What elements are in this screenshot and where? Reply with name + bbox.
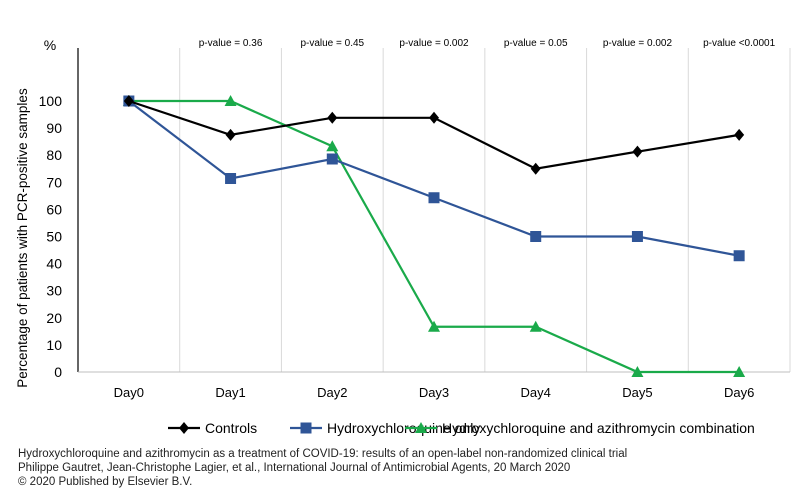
data-point-triangle <box>428 320 440 332</box>
data-point-diamond <box>632 145 643 158</box>
data-point-square <box>326 153 338 165</box>
data-point-square <box>428 192 440 204</box>
caption-authors: Philippe Gautret, Jean-Christophe Lagier… <box>18 462 571 474</box>
data-point-square <box>631 231 643 242</box>
y-tick-label: 20 <box>46 310 62 326</box>
data-point-square <box>530 231 542 242</box>
y-unit-label: % <box>44 37 56 53</box>
data-point-diamond <box>225 128 236 141</box>
legend-marker-square <box>300 422 312 434</box>
y-tick-label: 10 <box>46 337 62 353</box>
y-tick-label: 90 <box>46 120 62 136</box>
data-point-square <box>733 250 745 262</box>
data-point-diamond <box>327 111 338 124</box>
data-point-diamond <box>429 111 439 124</box>
data-point-diamond <box>123 95 134 107</box>
data-point-triangle <box>326 140 339 152</box>
legend-label: Hydroxychloroquine and azithromycin comb… <box>442 420 755 436</box>
series-line-square <box>128 100 740 257</box>
x-tick-label: Day0 <box>114 385 144 400</box>
data-point-triangle <box>529 320 542 332</box>
series-line-diamond <box>128 99 740 170</box>
y-tick-label: 100 <box>39 93 63 109</box>
x-tick-label: Day1 <box>215 385 245 400</box>
y-tick-label: 50 <box>46 229 62 245</box>
data-point-triangle <box>224 95 237 106</box>
legend-label: Hydroxychloroquine only <box>327 420 480 436</box>
x-tick-label: Day3 <box>419 385 449 400</box>
legend-marker-triangle <box>415 422 427 433</box>
y-tick-label: 40 <box>46 256 62 272</box>
data-point-triangle <box>733 366 746 377</box>
x-tick-label: Day6 <box>724 385 754 400</box>
p-value-annotation: p-value = 0.002 <box>603 38 673 49</box>
p-value-annotation: p-value = 0.05 <box>504 38 568 49</box>
x-tick-label: Day5 <box>622 385 652 400</box>
y-tick-label: 0 <box>54 364 62 380</box>
data-point-square <box>225 173 237 185</box>
data-point-diamond <box>530 162 541 175</box>
p-value-annotation: p-value = 0.002 <box>399 38 469 49</box>
legend-marker-diamond <box>179 422 189 434</box>
y-axis-title: Percentage of patients with PCR-positive… <box>15 88 30 388</box>
x-tick-label: Day2 <box>317 385 347 400</box>
caption-copyright: © 2020 Published by Elsevier B.V. <box>18 476 193 488</box>
x-tick-label: Day4 <box>521 385 551 400</box>
y-tick-label: 80 <box>46 147 62 163</box>
p-value-annotation: p-value <0.0001 <box>703 38 775 49</box>
legend-label: Controls <box>205 420 257 436</box>
p-value-annotation: p-value = 0.45 <box>300 38 364 49</box>
data-point-diamond <box>734 128 745 141</box>
y-tick-label: 70 <box>46 174 62 190</box>
p-value-annotation: p-value = 0.36 <box>199 38 263 49</box>
y-tick-label: 60 <box>46 201 62 217</box>
caption-title: Hydroxychloroquine and azithromycin as a… <box>18 448 628 460</box>
data-point-triangle <box>631 366 644 377</box>
y-tick-label: 30 <box>46 283 62 299</box>
